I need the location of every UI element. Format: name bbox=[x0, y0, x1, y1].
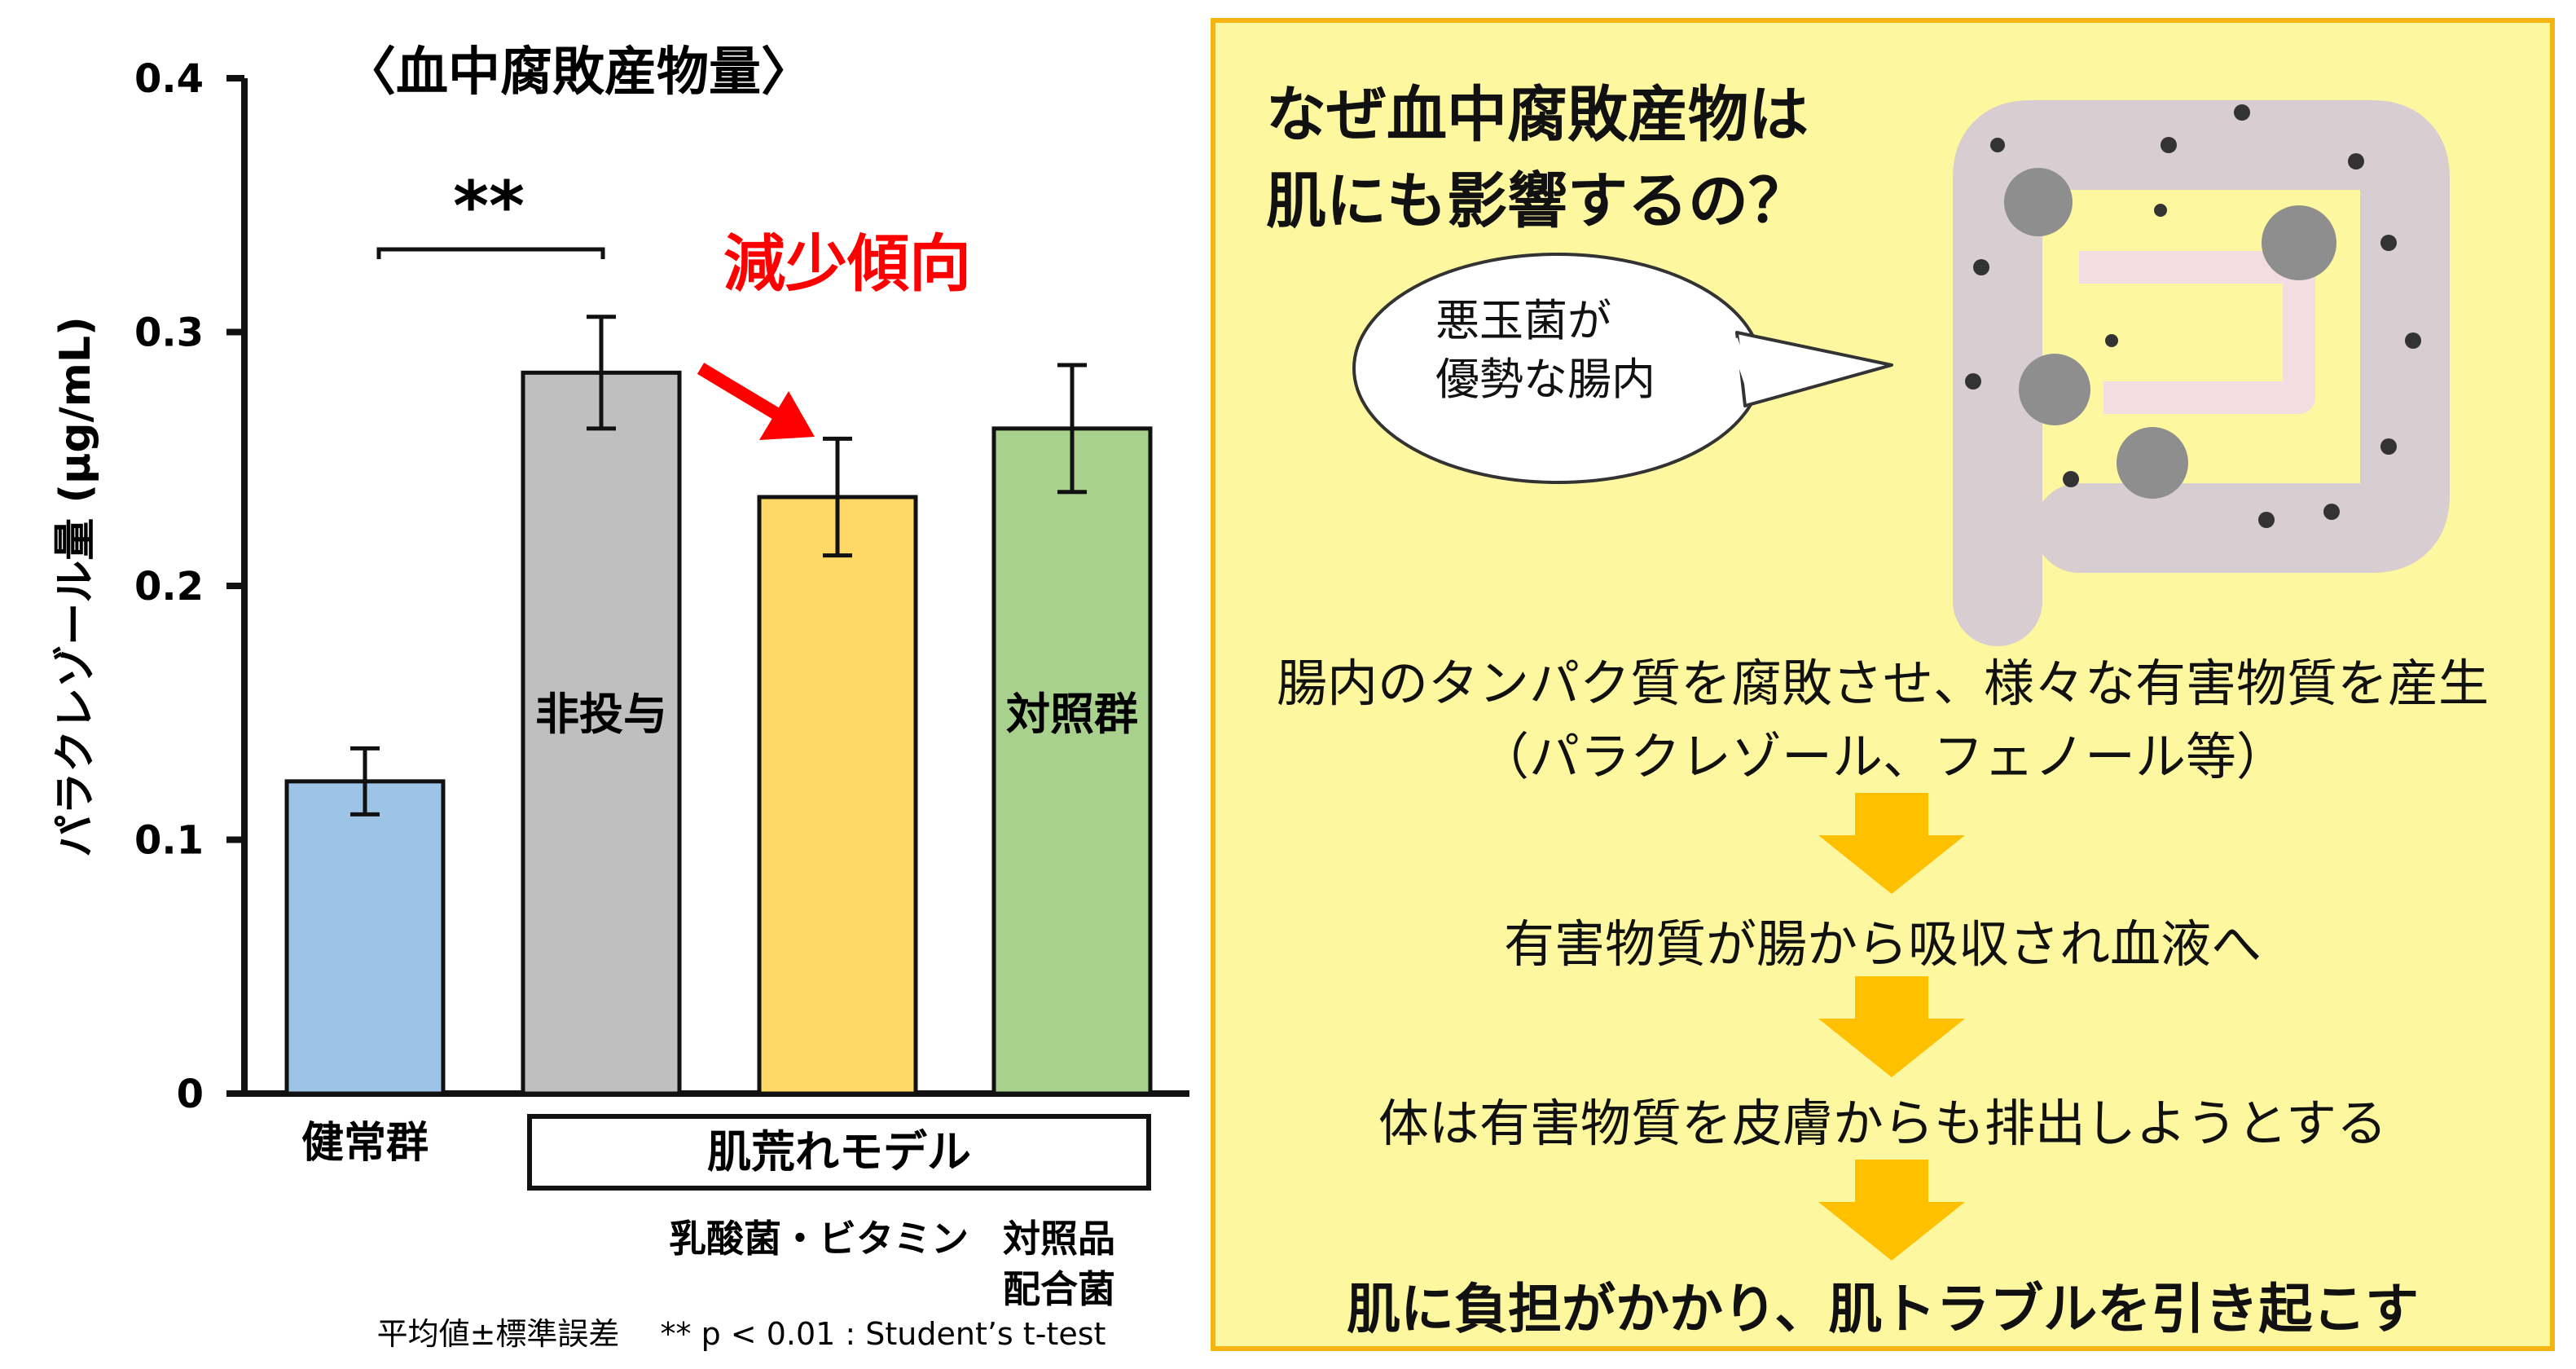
step1-line2: （パラクレゾール、フェノール等） bbox=[1478, 727, 2287, 786]
intestine-icon bbox=[1953, 100, 2450, 646]
significance-marker: ** bbox=[453, 166, 525, 246]
group-label: 肌荒れモデル bbox=[707, 1126, 971, 1178]
bar-label: 非投与 bbox=[535, 689, 667, 740]
y-axis-label: パラクレゾール量 (μg/mL) bbox=[51, 316, 100, 856]
x-category-label: 健常群 bbox=[301, 1119, 429, 1168]
y-tick-label: 0.2 bbox=[134, 564, 204, 610]
step1-line1: 腸内のタンパク質を腐敗させ、様々な有害物質を産生 bbox=[1276, 654, 2489, 713]
down-arrow-icon bbox=[1818, 1160, 1965, 1261]
significance-bracket bbox=[376, 247, 605, 259]
y-tick-label: 0.4 bbox=[134, 56, 204, 102]
intestine-illustration bbox=[1352, 100, 2450, 646]
x-category-label: 乳酸菌・ビタミン bbox=[669, 1217, 969, 1261]
trend-arrow-icon bbox=[697, 363, 786, 423]
step4: 肌に負担がかかり、肌トラブルを引き起こす bbox=[1346, 1278, 2420, 1340]
chart-title: 〈血中腐敗産物量〉 bbox=[344, 42, 813, 103]
x-category-label: 配合菌 bbox=[1003, 1267, 1115, 1311]
speech-bubble-text: 悪玉菌が 優勢な腸内 bbox=[1435, 292, 1655, 409]
panel-title-line1: なぜ血中腐敗産物は bbox=[1266, 80, 1809, 150]
speech-bubble bbox=[1352, 253, 1893, 484]
step3: 体は有害物質を皮膚からも排出しようとする bbox=[1378, 1094, 2388, 1153]
bubble-line2: 優勢な腸内 bbox=[1435, 354, 1655, 405]
x-category-label: 対照品 bbox=[1003, 1217, 1115, 1261]
bar-chart: 〈血中腐敗産物量〉 パラクレゾール量 (μg/mL) 0 0.1 0.2 0.3 0.4… bbox=[51, 42, 1189, 1352]
step2: 有害物質が腸から吸収され血液へ bbox=[1503, 914, 2262, 974]
group-box bbox=[527, 1114, 1151, 1191]
bubble-line1: 悪玉菌が bbox=[1435, 295, 1611, 346]
footnote: 平均値±標準誤差 ** p < 0.01 : Student’s t-test bbox=[377, 1316, 1106, 1352]
bar bbox=[757, 495, 918, 1096]
bar-label: 対照群 bbox=[1006, 689, 1138, 740]
bar bbox=[991, 426, 1153, 1096]
trend-label: 減少傾向 bbox=[723, 227, 971, 300]
down-arrow-icon bbox=[1818, 793, 1965, 894]
explanation-panel: なぜ血中腐敗産物は 肌にも影響するの？ 悪玉菌が 優 bbox=[1211, 18, 2555, 1351]
trend-arrow-head bbox=[759, 391, 815, 440]
y-tick-label: 0 bbox=[177, 1072, 204, 1117]
panel-title-line2: 肌にも影響するの？ bbox=[1266, 166, 1809, 236]
down-arrow-icon bbox=[1818, 976, 1965, 1077]
bar bbox=[284, 779, 446, 1096]
y-tick-label: 0.3 bbox=[134, 310, 204, 356]
y-tick-label: 0.1 bbox=[134, 818, 204, 864]
panel-title: なぜ血中腐敗産物は 肌にも影響するの？ bbox=[1266, 72, 1809, 244]
bars-group: 非投与 対照群 bbox=[284, 315, 1153, 1096]
